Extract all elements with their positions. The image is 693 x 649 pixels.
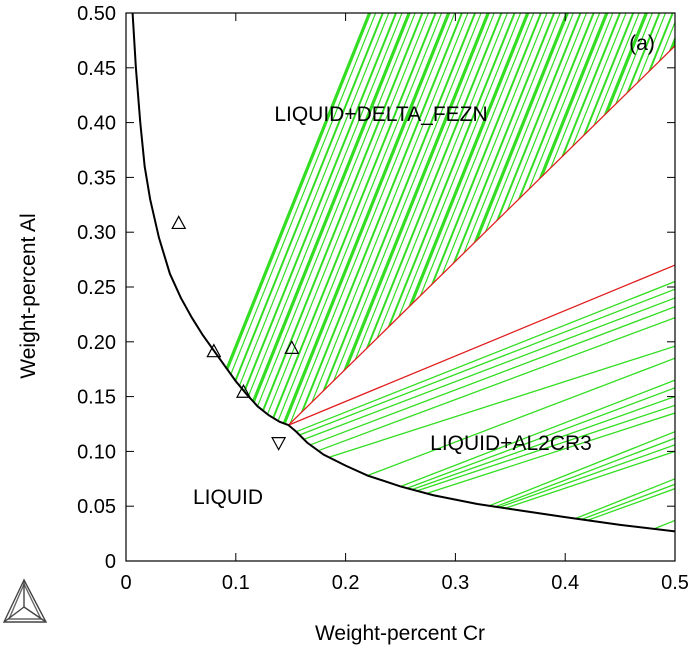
tie-line [579,13,675,426]
y-tick-label: 0.25 [77,277,116,299]
tie-line [581,483,675,520]
tie-line [276,13,675,426]
triangle-up-marker [235,383,251,398]
x-tick-label: 0.4 [551,572,579,594]
tie-line [310,306,675,446]
tie-line [138,13,675,426]
tie-line [504,450,675,510]
tie-line [190,13,675,426]
triangle-up-marker [171,215,187,230]
y-tick-label: 0.10 [77,441,116,463]
y-tick-label: 0 [105,551,116,573]
tie-line [203,13,675,426]
tie-line [367,357,675,477]
tie-line [132,13,675,426]
tie-line [493,437,675,508]
tie-line [170,13,675,426]
x-axis: 0 0.1 0.2 0.3 0.4 0.5 [120,13,689,594]
tie-line [400,379,675,488]
tie-line [151,13,675,426]
region-label-delta-fezn: LIQUID+DELTA_FEZN [274,103,487,126]
triangle-down-marker [271,437,287,451]
liquidus-curve [131,13,675,533]
tie-line [474,13,675,426]
tie-line [652,519,675,530]
y-tick-label: 0.35 [77,167,116,189]
tie-line [539,13,675,426]
x-axis-title: Weight-percent Cr [315,622,485,645]
tie-line [427,412,675,494]
tie-line [319,317,675,451]
region-label-liquid: LIQUID [193,486,263,509]
thermo-calc-tetrahedron-logo [2,578,48,623]
tie-line [405,387,675,490]
phase-boundaries [131,13,675,533]
markers [171,215,300,451]
tie-line [270,13,675,426]
tie-line [223,13,675,426]
tie-line [566,13,675,426]
tie-line [526,13,675,426]
tie-line [575,478,675,519]
x-tick-label: 0.5 [661,572,689,594]
tie-line [295,280,675,433]
triangle-up-marker [206,343,222,358]
tie-line [411,395,675,491]
tie-line [144,13,675,426]
tie-line [243,13,675,426]
tie-line [250,13,675,426]
tie-line [217,13,675,426]
y-tick-label: 0.20 [77,332,116,354]
tie-line [184,13,675,426]
y-axis-title: Weight-percent Al [17,213,40,378]
x-tick-label: 0.1 [222,572,250,594]
tie-line [230,13,675,426]
tie-line [164,13,675,426]
tie-line [303,297,675,440]
tie-line [488,431,675,507]
tie-line [499,444,675,508]
x-tick-label: 0.3 [441,572,469,594]
y-tick-label: 0.45 [77,58,116,80]
tie-line [299,288,675,436]
tie-line [487,13,675,426]
tie-line [197,13,675,426]
panel-label: (a) [629,32,655,55]
y-tick-label: 0.50 [77,3,116,25]
tie-line [236,13,675,426]
x-tick-label: 0 [120,572,131,594]
triangle-up-marker [284,340,300,354]
y-tick-label: 0.15 [77,387,116,409]
y-axis: 0 0.05 0.10 0.15 0.20 0.25 0.30 0.35 0.40 0.45 0.5… [77,3,675,573]
tie-line [416,404,675,492]
tie-line [315,13,675,426]
x-tick-label: 0.2 [332,572,360,594]
y-tick-label: 0.05 [77,496,116,518]
y-tick-label: 0.40 [77,113,116,135]
tie-line [330,345,675,458]
red-phase-boundary [288,45,675,426]
tie-line [132,13,675,426]
y-tick-label: 0.30 [77,222,116,244]
al2cr3-tie-lines [295,280,675,530]
tie-line [586,488,675,522]
region-label-al2cr3: LIQUID+AL2CR3 [430,432,592,455]
tie-line [157,13,675,426]
red-phase-boundary [288,264,675,426]
delta-fezn-tie-lines [132,13,675,426]
tie-line [210,13,675,426]
